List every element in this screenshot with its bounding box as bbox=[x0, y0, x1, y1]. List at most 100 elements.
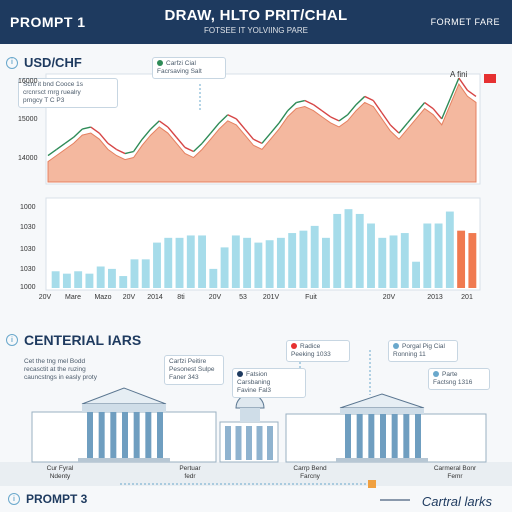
building-frieze bbox=[340, 408, 424, 414]
price-segment bbox=[124, 150, 134, 155]
price-segment bbox=[449, 77, 460, 99]
building-frieze bbox=[82, 404, 166, 412]
ground bbox=[0, 462, 512, 486]
price-segment bbox=[56, 142, 66, 151]
bar bbox=[62, 273, 71, 288]
area-series bbox=[47, 83, 477, 183]
green-dot-icon bbox=[157, 60, 163, 66]
bank-callout-text: Carfzi Peitire Pesonest Sulpe Faner 343 bbox=[169, 358, 215, 381]
price-segment bbox=[278, 110, 289, 124]
price-segment bbox=[82, 126, 91, 130]
bar bbox=[333, 213, 342, 288]
price-segment bbox=[287, 102, 297, 112]
marker-square-icon bbox=[368, 480, 376, 488]
building-label-text: Cur Fyral Ndenty bbox=[46, 465, 74, 480]
bar bbox=[445, 211, 454, 288]
x-tick: 8ti bbox=[177, 294, 185, 301]
column bbox=[403, 414, 410, 458]
bank-callout-5: Parte Factsng 1316 bbox=[428, 368, 490, 390]
column bbox=[145, 412, 152, 458]
price-segment bbox=[304, 99, 314, 106]
bar bbox=[389, 235, 398, 288]
price-segment bbox=[107, 142, 117, 151]
bar bbox=[265, 240, 274, 288]
y-tick: 1000 bbox=[20, 284, 36, 291]
bar bbox=[254, 242, 263, 288]
price-segment bbox=[227, 114, 237, 120]
column bbox=[246, 426, 252, 460]
building-columns bbox=[345, 414, 421, 458]
price-segment bbox=[175, 136, 186, 148]
price-segment bbox=[141, 128, 152, 140]
price-segment bbox=[244, 128, 254, 140]
column bbox=[391, 414, 398, 458]
header-bar: PROMPT 1 DRAW, HLTO PRIT/CHAL FOTSEE IT … bbox=[0, 0, 512, 44]
building-columns bbox=[225, 426, 273, 460]
bar bbox=[367, 223, 375, 288]
column bbox=[225, 426, 231, 460]
bar bbox=[322, 237, 330, 288]
column bbox=[235, 426, 242, 460]
price-segment bbox=[133, 138, 143, 152]
price-segment bbox=[270, 122, 280, 134]
bar bbox=[243, 237, 252, 288]
bullet-icon bbox=[291, 343, 297, 349]
bar bbox=[209, 268, 218, 288]
y-tick: 1000 bbox=[20, 204, 36, 211]
price-segment bbox=[90, 126, 100, 134]
bar bbox=[164, 237, 173, 288]
bank-building-1 bbox=[31, 387, 217, 463]
price-segment bbox=[398, 122, 409, 134]
bar bbox=[457, 230, 466, 288]
price-segment bbox=[184, 146, 194, 153]
x-tick: 2013 bbox=[427, 294, 443, 301]
bar bbox=[220, 247, 229, 288]
price-segment bbox=[347, 104, 357, 116]
bank-building-3 bbox=[285, 393, 487, 463]
bar bbox=[468, 233, 477, 288]
building-pediment bbox=[81, 387, 167, 405]
price-segment bbox=[98, 132, 109, 144]
bank-callout-text: Radice Peeking 1033 bbox=[291, 343, 331, 358]
bar bbox=[175, 237, 184, 288]
bullet-icon bbox=[237, 371, 243, 377]
column bbox=[415, 414, 421, 458]
price-segment bbox=[355, 95, 366, 106]
x-tick: 201 bbox=[461, 294, 473, 301]
price-segment bbox=[415, 102, 426, 114]
annotation-top-right: A fini bbox=[450, 70, 468, 79]
price-segment bbox=[296, 99, 305, 104]
section-usdchf: i USD/CHF bbox=[6, 55, 82, 70]
bar bbox=[74, 271, 83, 288]
page-subtitle: FOTSEE IT YOLVIING PARE bbox=[204, 26, 308, 35]
price-segment bbox=[235, 118, 246, 130]
column bbox=[380, 414, 386, 458]
price-segment bbox=[321, 110, 331, 118]
building-label: Carmeral Bonr Femr bbox=[420, 465, 490, 481]
price-segment bbox=[253, 138, 263, 144]
price-segment bbox=[167, 126, 177, 138]
prompt-3-label: PROMPT 3 bbox=[26, 492, 88, 506]
prompt-3: i PROMPT 3 bbox=[8, 492, 87, 506]
price-segment bbox=[381, 112, 391, 126]
column bbox=[122, 412, 128, 458]
building-steps bbox=[336, 458, 428, 462]
price-segment bbox=[201, 132, 212, 144]
building-label-text: Carmeral Bonr Femr bbox=[433, 465, 477, 480]
price-segment bbox=[150, 120, 160, 130]
price-segment bbox=[441, 98, 451, 120]
price-segment bbox=[261, 132, 272, 144]
line-chart bbox=[47, 77, 477, 183]
bullet-icon bbox=[393, 343, 399, 349]
building-label: Cur Fyral Ndenty bbox=[30, 465, 90, 481]
x-tick: Mare bbox=[65, 294, 81, 301]
bank-callout-text: Porgal Pig Cial Ronning 11 bbox=[393, 343, 445, 358]
info-icon: i bbox=[8, 493, 20, 505]
price-segment bbox=[193, 142, 203, 153]
x-tick: 20V bbox=[208, 294, 222, 301]
bar bbox=[400, 233, 409, 288]
callout-left-text: Scnt it bnd Cooce 1s crcnrsct rnrg rueal… bbox=[23, 81, 83, 104]
x-tick: 20V bbox=[38, 294, 52, 301]
price-segment bbox=[406, 112, 417, 124]
y-tick: 16000 bbox=[18, 78, 38, 85]
